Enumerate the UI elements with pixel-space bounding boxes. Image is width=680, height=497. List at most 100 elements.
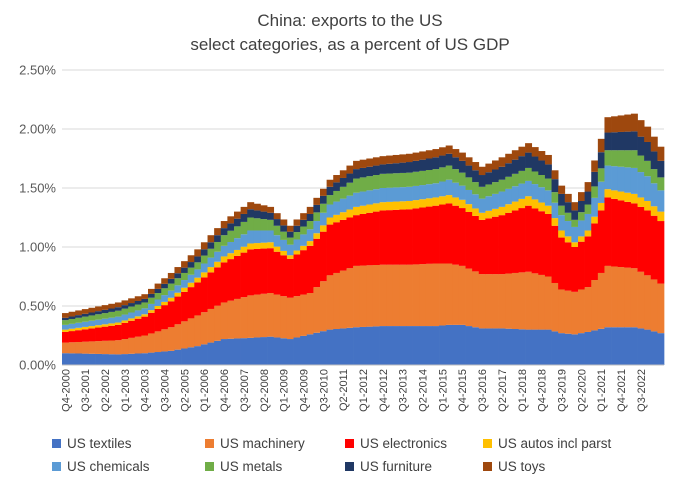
bar-segment-fur bbox=[306, 213, 314, 222]
bar-segment-tex bbox=[505, 328, 513, 365]
bar-segment-met bbox=[492, 182, 499, 194]
bar-segment-auto bbox=[148, 310, 155, 313]
bar-segment-tex bbox=[253, 337, 261, 365]
bar-segment-elec bbox=[227, 259, 235, 301]
bar-segment-mach bbox=[505, 273, 513, 329]
bar-segment-tex bbox=[234, 338, 241, 365]
bar-segment-met bbox=[406, 172, 413, 187]
bar-segment-met bbox=[458, 172, 466, 186]
bar-segment-mach bbox=[538, 274, 546, 330]
bar-segment-toy bbox=[220, 221, 228, 229]
bar-segment-elec bbox=[260, 248, 268, 294]
bar-segment-tex bbox=[551, 331, 559, 365]
bar-segment-met bbox=[326, 195, 334, 205]
bar-segment-auto bbox=[591, 216, 599, 224]
bar-segment-toy bbox=[644, 126, 652, 142]
bar-segment-chem bbox=[498, 191, 506, 207]
bar-segment-met bbox=[68, 318, 76, 324]
bar-segment-elec bbox=[161, 305, 169, 330]
bar-segment-toy bbox=[207, 235, 215, 243]
bar-segment-mach bbox=[617, 267, 625, 328]
bar-segment-fur bbox=[472, 170, 480, 183]
bar-segment-elec bbox=[478, 219, 486, 275]
bar-segment-toy bbox=[260, 205, 268, 212]
bar-segment-tex bbox=[227, 338, 235, 365]
bar-segment-elec bbox=[313, 238, 321, 288]
bar-segment-auto bbox=[439, 196, 447, 205]
bar-segment-auto bbox=[538, 202, 546, 212]
bar-segment-met bbox=[604, 150, 612, 166]
bar-segment-auto bbox=[644, 200, 652, 211]
bar-segment-tex bbox=[538, 329, 546, 365]
bar-segment-tex bbox=[108, 354, 116, 365]
legend-item-chem: US chemicals bbox=[52, 459, 150, 474]
bar-segment-mach bbox=[280, 296, 288, 339]
bar-segment-toy bbox=[498, 157, 506, 167]
bar-segment-fur bbox=[525, 152, 533, 168]
bar-segment-chem bbox=[584, 213, 592, 231]
bar-segment-tex bbox=[584, 331, 592, 365]
bar-segment-chem bbox=[578, 220, 585, 237]
bar-segment-toy bbox=[439, 147, 447, 156]
bar-segment-chem bbox=[544, 190, 552, 206]
bar-segment-toy bbox=[478, 166, 486, 176]
bar-segment-toy bbox=[267, 206, 275, 213]
x-tick-label: Q4-2009 bbox=[298, 369, 310, 412]
bar-segment-toy bbox=[81, 309, 89, 314]
bar-segment-toy bbox=[68, 311, 76, 317]
bar-segment-fur bbox=[108, 308, 116, 312]
bar-segment-elec bbox=[187, 287, 195, 319]
bar-segment-mach bbox=[432, 263, 440, 327]
bar-segment-tex bbox=[406, 326, 413, 365]
bar-segment-mach bbox=[114, 340, 122, 355]
bar-segment-toy bbox=[313, 197, 321, 205]
bar-segment-met bbox=[439, 167, 447, 182]
legend-swatch bbox=[483, 439, 492, 448]
bar-segment-auto bbox=[485, 210, 493, 219]
bar-segment-met bbox=[650, 169, 658, 184]
bar-segment-elec bbox=[525, 205, 533, 272]
bar-segment-met bbox=[154, 293, 162, 300]
bar-segment-met bbox=[214, 241, 222, 252]
bar-segment-fur bbox=[571, 210, 579, 220]
bar-segment-elec bbox=[207, 272, 215, 309]
bar-segment-auto bbox=[657, 211, 665, 222]
bar-segment-tex bbox=[181, 348, 189, 365]
bar-segment-toy bbox=[95, 306, 103, 312]
bar-segment-elec bbox=[247, 249, 255, 296]
bar-segment-met bbox=[353, 178, 361, 193]
bar-segment-tex bbox=[62, 353, 69, 365]
bar-segment-toy bbox=[518, 146, 526, 157]
bar-segment-tex bbox=[611, 327, 619, 365]
bar-segment-auto bbox=[141, 314, 149, 317]
bar-segment-fur bbox=[551, 179, 559, 193]
bar-segment-toy bbox=[121, 300, 129, 306]
bar-segment-tex bbox=[194, 346, 202, 365]
bar-segment-met bbox=[525, 167, 533, 181]
bar-segment-met bbox=[75, 317, 83, 323]
bar-segment-met bbox=[531, 171, 539, 185]
bar-segment-elec bbox=[174, 296, 182, 325]
x-tick-label: Q1-2003 bbox=[120, 369, 132, 412]
bar-segment-auto bbox=[630, 193, 638, 204]
bar-segment-chem bbox=[134, 310, 142, 317]
bar-segment-elec bbox=[578, 241, 585, 290]
bar-segment-fur bbox=[326, 186, 334, 196]
bar-segment-auto bbox=[161, 301, 169, 306]
bar-segment-fur bbox=[346, 173, 354, 183]
bar-segment-auto bbox=[544, 205, 552, 214]
bar-segment-chem bbox=[492, 193, 499, 209]
bar-segment-toy bbox=[650, 136, 658, 152]
bar-segment-auto bbox=[300, 245, 308, 251]
bar-segment-tex bbox=[412, 326, 420, 365]
bar-segment-auto bbox=[386, 201, 394, 211]
bar-segment-mach bbox=[320, 281, 327, 332]
bar-segment-tex bbox=[207, 342, 215, 365]
bar-segment-mach bbox=[439, 263, 447, 326]
bar-segment-tex bbox=[128, 353, 136, 365]
bar-segment-elec bbox=[511, 210, 519, 273]
bar-segment-mach bbox=[531, 273, 539, 330]
bar-segment-fur bbox=[518, 156, 526, 171]
bar-segment-mach bbox=[286, 297, 294, 340]
bar-segment-tex bbox=[558, 333, 566, 365]
